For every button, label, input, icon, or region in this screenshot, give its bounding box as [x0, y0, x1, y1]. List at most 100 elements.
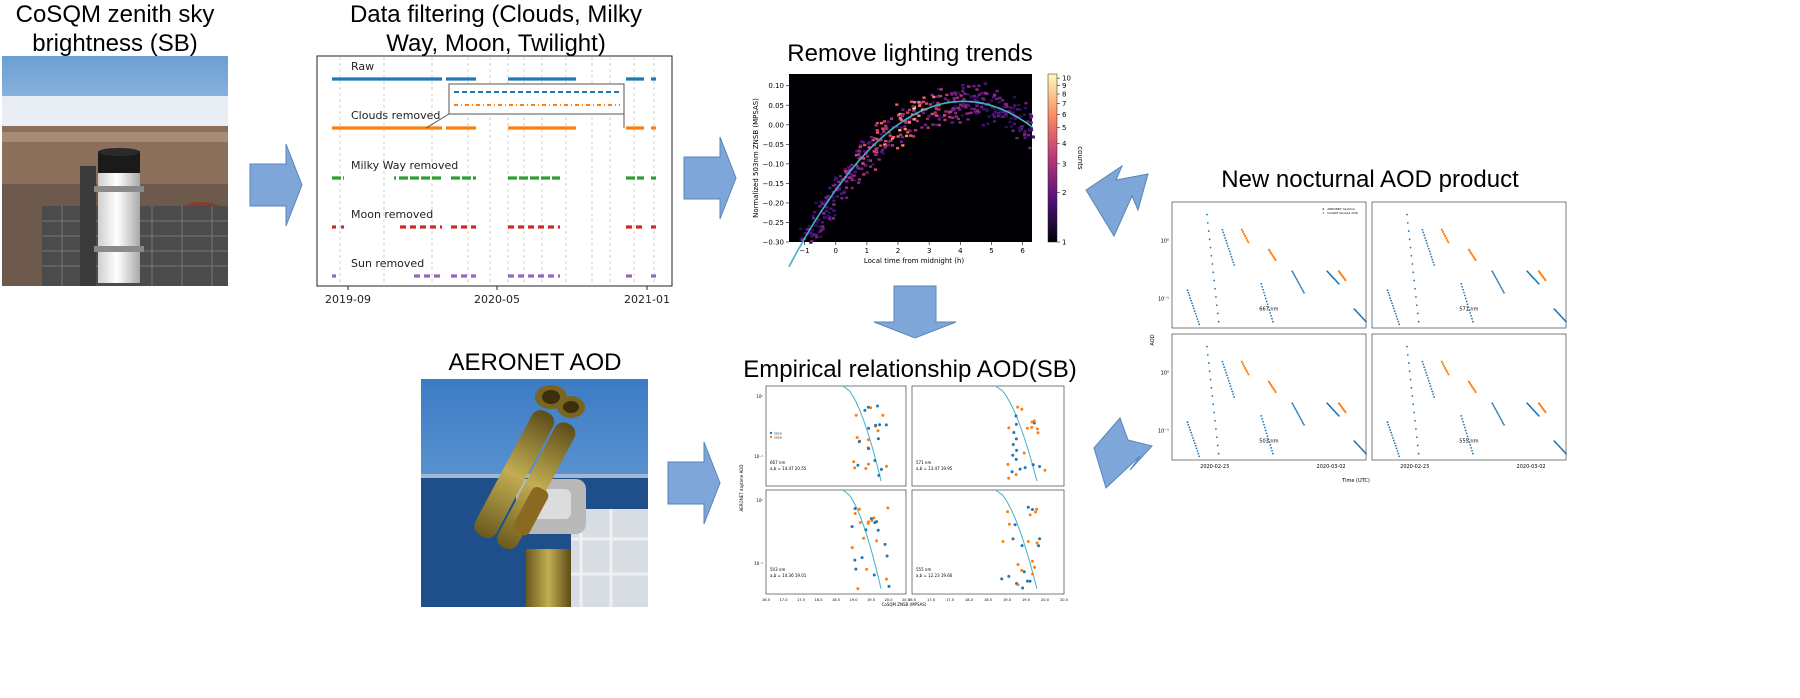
heat-cell	[950, 108, 955, 111]
aeronet-point	[1425, 371, 1427, 374]
heat-cell	[935, 114, 939, 117]
legend-marker	[1322, 208, 1325, 210]
scatter-point	[884, 577, 888, 581]
aeronet-point	[1391, 434, 1393, 437]
x-tick-label: 2020-03-02	[1517, 464, 1546, 470]
y-tick-top: 10⁰	[1161, 238, 1169, 244]
heat-cell	[1017, 103, 1021, 107]
aeronet-point	[1261, 285, 1264, 288]
heat-cell	[969, 95, 974, 99]
cosqm-point	[1467, 248, 1471, 251]
heat-cell	[984, 103, 988, 107]
heat-cell	[1001, 99, 1005, 102]
heat-cell	[917, 101, 921, 104]
heat-cell	[898, 128, 902, 132]
heat-cell	[951, 121, 955, 124]
heat-cell	[875, 131, 880, 134]
x-tick-label: 5	[989, 247, 993, 255]
cosqm-point	[1442, 232, 1446, 236]
scatter-point	[853, 466, 857, 470]
heat-cell	[884, 139, 888, 143]
heat-cell	[821, 227, 825, 231]
aeronet-point	[1416, 312, 1419, 315]
aeronet-point	[1210, 254, 1213, 257]
aeronet-point	[1417, 452, 1420, 455]
heat-cell	[1023, 132, 1027, 136]
aeronet-point	[1188, 426, 1191, 429]
heat-cell	[896, 114, 901, 117]
aeronet-point	[1398, 323, 1401, 326]
heat-cell	[888, 134, 892, 137]
aeronet-point	[1414, 287, 1416, 290]
cosqm-point	[1472, 255, 1475, 258]
heat-cell	[963, 92, 967, 95]
aeronet-point	[1195, 447, 1198, 450]
heat-cell	[895, 146, 900, 150]
heat-cell	[811, 233, 816, 236]
cosqm-point	[1274, 258, 1277, 262]
heat-cell	[972, 94, 977, 98]
scatter-point	[1025, 426, 1029, 430]
arrow-right-3	[667, 441, 721, 525]
x-tick-label: 2020-02-23	[1200, 464, 1229, 470]
colorbar-tick-label: 10	[1062, 75, 1071, 83]
aeronet-point	[1228, 382, 1231, 385]
x-tick-label: 2	[896, 247, 900, 255]
heat-cell	[936, 95, 940, 98]
heat-cell	[811, 214, 815, 218]
aeronet-point	[1502, 422, 1504, 424]
heat-cell	[958, 121, 962, 124]
aeronet-point	[1386, 421, 1389, 424]
aeronet-point	[1431, 390, 1434, 393]
aeronet-point	[1392, 437, 1394, 439]
heat-cell	[854, 153, 859, 157]
heat-cell	[924, 102, 929, 105]
aeronet-point	[1217, 320, 1220, 323]
fit-curve	[842, 385, 882, 482]
heat-cell	[839, 178, 843, 181]
cosqm-point	[1267, 380, 1271, 383]
heat-cell	[853, 170, 857, 174]
heat-cell	[842, 189, 847, 193]
aeronet-point	[1271, 317, 1273, 320]
heat-cell	[1023, 136, 1027, 140]
heat-cell	[1024, 101, 1028, 105]
aeronet-point	[1464, 297, 1467, 300]
heat-cell	[1017, 127, 1021, 130]
aeronet-point	[1196, 450, 1199, 452]
heat-cell	[838, 175, 843, 178]
heat-cell	[992, 112, 996, 116]
aeronet-point	[1422, 231, 1425, 234]
heat-cell	[948, 115, 952, 119]
aeronet-point	[1187, 291, 1190, 294]
scatter-point	[867, 520, 871, 524]
aeronet-point	[1294, 275, 1296, 278]
heat-cell	[980, 91, 984, 95]
row-label-4: Sun removed	[351, 257, 424, 270]
heat-cell	[850, 177, 854, 180]
heat-cell	[901, 144, 905, 147]
aeronet-point	[1189, 297, 1192, 299]
heat-cell	[966, 118, 970, 121]
heat-cell	[857, 157, 861, 160]
heat-cell	[840, 196, 844, 200]
y-tick-label: −0.30	[763, 239, 784, 247]
heat-cell	[973, 110, 977, 113]
heat-cell	[912, 107, 916, 110]
scatter-point	[858, 521, 862, 525]
heat-cell	[835, 188, 840, 192]
scatter-point	[853, 558, 857, 562]
aeronet-point	[1424, 368, 1427, 371]
cosqm-point	[1474, 390, 1477, 394]
heat-cell	[881, 152, 885, 155]
cosqm-title: CoSQM zenith sky brightness (SB)	[15, 1, 215, 57]
heat-cell	[866, 159, 871, 162]
heat-cell	[825, 205, 829, 209]
heat-cell	[892, 135, 896, 139]
aeronet-point	[1291, 402, 1294, 405]
heat-cell	[983, 91, 988, 95]
aeronet-point	[1365, 452, 1367, 455]
heat-cell	[999, 110, 1003, 113]
aeronet-point	[1226, 374, 1228, 377]
heat-cell	[850, 186, 854, 190]
